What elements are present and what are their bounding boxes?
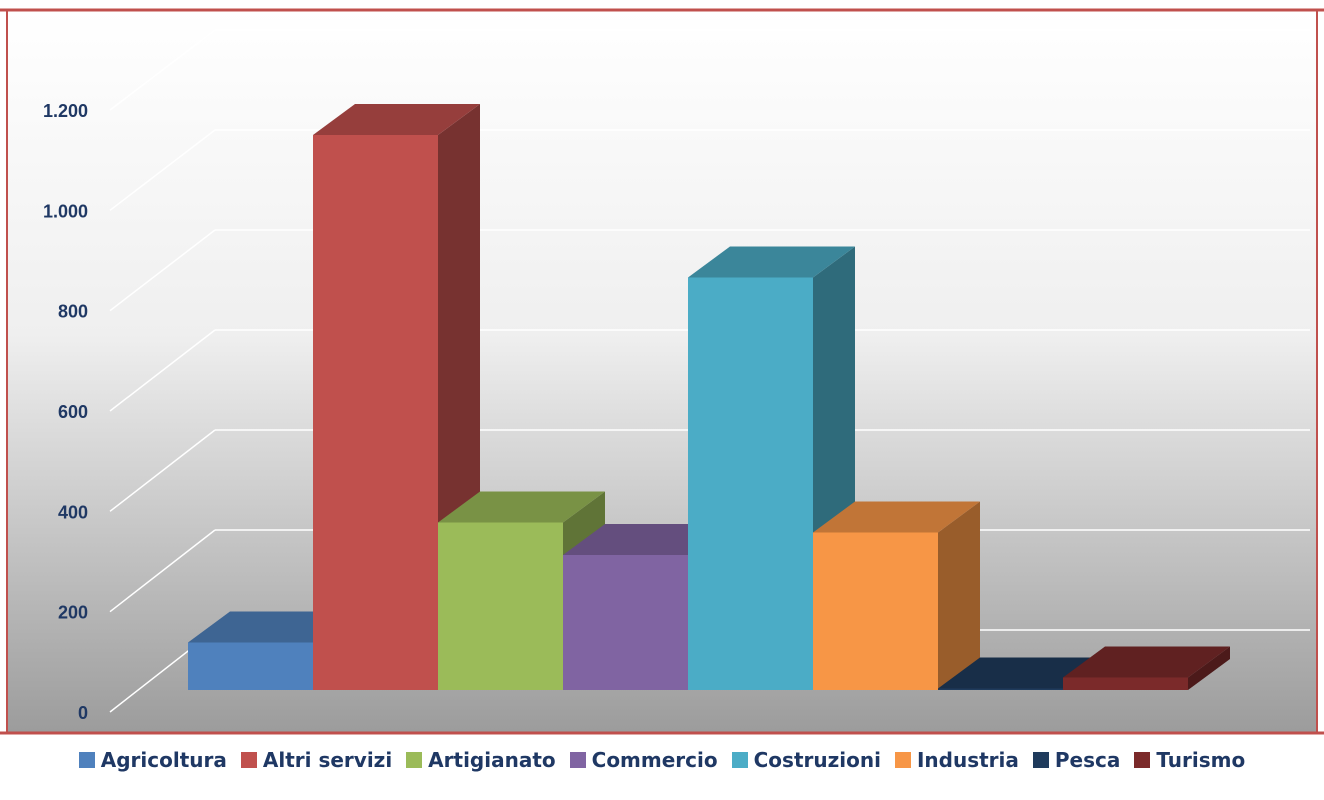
- bar-turismo: [1063, 646, 1230, 690]
- legend-swatch: [731, 752, 748, 768]
- legend-swatch: [1134, 752, 1151, 768]
- legend-swatch: [1032, 752, 1049, 768]
- bar-front-face: [438, 522, 563, 690]
- bar-top-face: [1063, 646, 1230, 678]
- legend-label: Turismo: [1156, 748, 1246, 772]
- bar-front-face: [938, 688, 1063, 690]
- gridline-diagonal: [109, 229, 216, 312]
- y-tick-label: 800: [58, 302, 88, 322]
- legend-swatch: [894, 752, 911, 768]
- y-tick-label: 0: [78, 703, 88, 723]
- bar-top-face: [813, 501, 980, 533]
- gridline-diagonal: [109, 129, 216, 211]
- legend-label: Altri servizi: [262, 748, 393, 772]
- bar-front-face: [188, 642, 313, 690]
- bar-industria: [813, 501, 980, 690]
- legend-item: Altri servizi: [240, 748, 393, 772]
- bar-front-face: [313, 135, 438, 690]
- bar-altri-servizi: [313, 104, 480, 690]
- legend-label: Artigianato: [428, 748, 556, 772]
- legend-swatch: [406, 752, 423, 768]
- chart-svg: 0 200 400 600 800 1.000 1.200: [0, 8, 1324, 735]
- gridline-diagonal: [109, 429, 216, 512]
- bar-top-face: [688, 246, 855, 278]
- legend-swatch: [569, 752, 586, 768]
- gridline-diagonal: [109, 329, 216, 412]
- legend-item: Artigianato: [406, 748, 556, 772]
- y-tick-label: 1.200: [43, 101, 88, 121]
- legend-swatch: [240, 752, 257, 768]
- bar-layer: [188, 104, 1230, 690]
- legend-item: Turismo: [1134, 748, 1245, 772]
- legend-swatch: [78, 752, 95, 768]
- legend-item: Agricoltura: [78, 748, 227, 772]
- y-tick-label: 400: [58, 502, 88, 522]
- legend-label: Pesca: [1054, 748, 1121, 772]
- gridline-diagonal: [109, 29, 216, 111]
- gridline-diagonal: [109, 529, 216, 613]
- y-tick-label: 600: [58, 402, 88, 422]
- y-tick-label: 200: [58, 603, 88, 623]
- y-tick-label: 1.000: [43, 201, 88, 221]
- legend-label: Costruzioni: [753, 748, 881, 772]
- legend-label: Commercio: [591, 748, 718, 772]
- bar-top-face: [438, 491, 605, 523]
- legend-label: Agricoltura: [100, 748, 227, 772]
- bar-side-face: [1188, 646, 1230, 690]
- legend-item: Industria: [894, 748, 1019, 772]
- bar-front-face: [563, 555, 688, 690]
- bar-top-face: [313, 104, 480, 135]
- legend-item: Costruzioni: [731, 748, 881, 772]
- bar-front-face: [813, 532, 938, 690]
- bar-front-face: [688, 277, 813, 690]
- bar-front-face: [1063, 677, 1188, 690]
- legend-label: Industria: [916, 748, 1019, 772]
- legend-item: Commercio: [569, 748, 718, 772]
- tick-layer: 0 200 400 600 800 1.000 1.200: [43, 101, 88, 723]
- legend-item: Pesca: [1032, 748, 1121, 772]
- legend: Agricoltura Altri servizi Artigianato Comme…: [0, 748, 1324, 772]
- bar-side-face: [938, 501, 980, 690]
